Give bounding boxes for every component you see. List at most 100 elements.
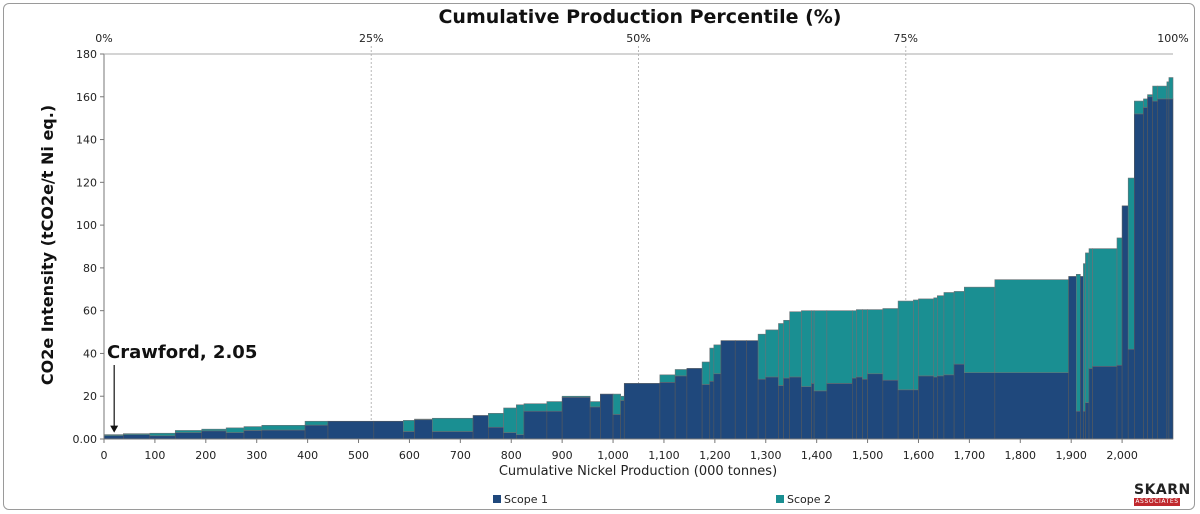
bar-scope-1 bbox=[1157, 98, 1168, 440]
y-axis-label: CO2e Intensity (tCO2e/t Ni eq.) bbox=[38, 105, 57, 385]
bar-scope-1 bbox=[918, 375, 935, 440]
bar-scope-1 bbox=[783, 377, 790, 440]
bar-scope-2 bbox=[1134, 100, 1144, 115]
bar-scope-2 bbox=[813, 310, 828, 392]
bar-scope-2 bbox=[882, 308, 899, 381]
percentile-grid: 0% 25% 50% 75% 100% bbox=[95, 32, 1189, 439]
crawford-annotation-label: Crawford, 2.05 bbox=[107, 342, 257, 363]
bar-scope-2 bbox=[713, 344, 722, 375]
bar-scope-1 bbox=[856, 376, 863, 440]
y-tick-label: 40 bbox=[83, 347, 97, 360]
bar-scope-1 bbox=[1121, 205, 1129, 440]
bar-scope-1 bbox=[720, 340, 736, 440]
y-tick-label: 120 bbox=[76, 176, 97, 189]
bar-scope-1 bbox=[523, 410, 548, 440]
x-tick-label: 1,300 bbox=[750, 449, 782, 462]
bar-scope-2 bbox=[261, 425, 306, 431]
bar-scope-1 bbox=[243, 430, 263, 440]
bar-scope-2 bbox=[516, 404, 525, 436]
bar-scope-1 bbox=[811, 383, 815, 440]
bar-scope-2 bbox=[1127, 177, 1135, 350]
bar-scope-2 bbox=[778, 323, 784, 386]
bar-scope-1 bbox=[1092, 365, 1118, 440]
bar-scope-1 bbox=[304, 424, 329, 440]
x-tick-label: 100 bbox=[144, 449, 165, 462]
bar-scope-2 bbox=[757, 333, 767, 380]
bar-scope-1 bbox=[432, 431, 474, 440]
bar-scope-1 bbox=[1166, 98, 1170, 440]
bar-scope-2 bbox=[943, 292, 955, 376]
y-tick-label: 100 bbox=[76, 219, 97, 232]
x-tick-label: 600 bbox=[399, 449, 420, 462]
bar-scope-1 bbox=[1075, 410, 1081, 440]
bar-scope-1 bbox=[225, 432, 245, 440]
bar-scope-1 bbox=[516, 434, 525, 440]
axes: 0.00 20 40 60 80 100 120 140 160 180 0 100 200 300 400… bbox=[73, 48, 1173, 462]
x-tick-label: 1,200 bbox=[699, 449, 731, 462]
x-tick-label: 2,000 bbox=[1106, 449, 1138, 462]
bar-scope-2 bbox=[174, 430, 203, 433]
bar-scope-1 bbox=[659, 382, 676, 440]
bar-scope-2 bbox=[913, 299, 919, 391]
percentile-tick-label: 75% bbox=[894, 32, 918, 45]
bar-scope-1 bbox=[882, 379, 899, 440]
bar-scope-2 bbox=[414, 418, 433, 421]
legend: Scope 1 Scope 2 bbox=[493, 493, 831, 506]
bar-scope-2 bbox=[149, 432, 176, 437]
bar-scope-1 bbox=[589, 406, 601, 440]
bar-scope-2 bbox=[243, 426, 263, 431]
legend-label-scope-1: Scope 1 bbox=[504, 493, 548, 506]
bar-scope-2 bbox=[659, 374, 676, 383]
bar-scope-1 bbox=[201, 430, 227, 440]
percentile-tick-label: 25% bbox=[359, 32, 383, 45]
bar-scope-1 bbox=[686, 368, 703, 440]
bar-scope-2 bbox=[867, 309, 884, 375]
bar-scope-1 bbox=[1080, 276, 1084, 440]
bar-scope-2 bbox=[523, 403, 548, 412]
bar-scope-1 bbox=[1068, 276, 1077, 440]
legend-swatch-scope-1 bbox=[493, 495, 501, 503]
bar-scope-1 bbox=[765, 376, 779, 440]
x-axis-label: Cumulative Nickel Production (000 tonnes… bbox=[499, 464, 777, 479]
y-tick-label: 180 bbox=[76, 48, 97, 61]
bar-scope-1 bbox=[913, 389, 919, 440]
bar-scope-2 bbox=[856, 309, 863, 378]
bar-scope-1 bbox=[897, 389, 914, 440]
bar-scope-1 bbox=[600, 393, 614, 440]
bar-scope-2 bbox=[933, 297, 938, 378]
bar-scope-1 bbox=[1088, 368, 1093, 440]
bar-scope-1 bbox=[709, 380, 715, 440]
x-tick-label: 1,100 bbox=[648, 449, 680, 462]
bar-scope-1 bbox=[1143, 107, 1148, 440]
bar-scope-1 bbox=[734, 340, 747, 440]
bar-scope-2 bbox=[963, 286, 996, 373]
bar-scope-1 bbox=[403, 431, 415, 440]
bar-scope-2 bbox=[851, 310, 857, 379]
legend-label-scope-2: Scope 2 bbox=[787, 493, 831, 506]
bar-scope-1 bbox=[943, 374, 955, 440]
bar-scope-1 bbox=[103, 435, 124, 440]
x-tick-label: 1,700 bbox=[954, 449, 986, 462]
logo-wordmark: SKARN bbox=[1134, 482, 1191, 498]
bar-scope-1 bbox=[488, 426, 504, 440]
bar-scope-1 bbox=[1085, 402, 1090, 440]
bar-scope-2 bbox=[1157, 85, 1168, 100]
bar-scope-1 bbox=[1083, 410, 1086, 440]
x-tick-label: 1,500 bbox=[852, 449, 884, 462]
y-tick-label: 20 bbox=[83, 390, 97, 403]
bar-scope-1 bbox=[373, 420, 404, 440]
bar-scope-1 bbox=[757, 378, 767, 440]
bar-scope-2 bbox=[701, 361, 711, 385]
bar-scope-1 bbox=[620, 400, 625, 440]
y-tick-label: 80 bbox=[83, 262, 97, 275]
bar-scope-1 bbox=[746, 340, 759, 440]
bar-scope-1 bbox=[801, 386, 812, 440]
bar-scope-1 bbox=[789, 376, 802, 440]
bar-scope-1 bbox=[1168, 98, 1174, 440]
bar-scope-1 bbox=[994, 372, 1069, 440]
bar-scope-2 bbox=[612, 393, 621, 415]
logo-subtitle: ASSOCIATES bbox=[1134, 498, 1180, 506]
x-tick-label: 1,900 bbox=[1055, 449, 1087, 462]
bar-scope-1 bbox=[1147, 96, 1153, 440]
